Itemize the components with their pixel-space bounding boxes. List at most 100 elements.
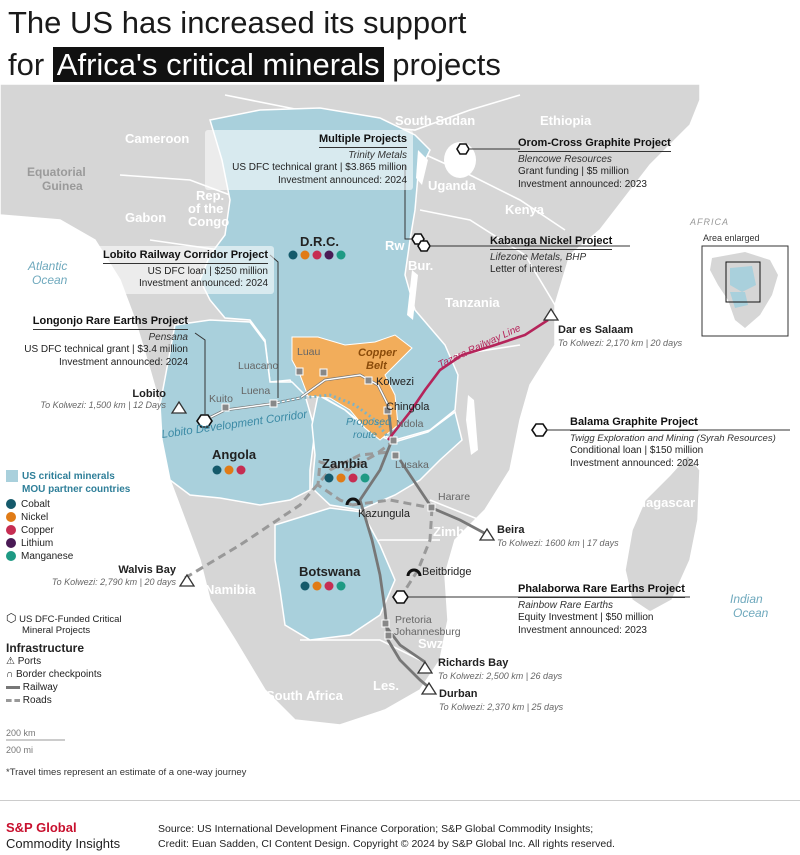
card-funding: Conditional loan | $150 million — [570, 445, 704, 456]
svg-text:Durban: Durban — [439, 688, 478, 700]
project-markers — [196, 143, 548, 604]
svg-text:Beitbridge: Beitbridge — [422, 566, 472, 578]
country-labels: South Sudan Ethiopia Somalia Cameroon Ug… — [125, 113, 758, 703]
legend-mineral-lithium: Lithium — [6, 537, 130, 550]
svg-text:Bur.: Bur. — [408, 258, 433, 273]
svg-text:200 mi: 200 mi — [6, 745, 33, 755]
svg-text:Rep.: Rep. — [196, 188, 224, 203]
title-line-2: for Africa's critical minerals projects — [8, 44, 788, 86]
card-company: Trinity Metals — [348, 149, 407, 161]
hex-lobito — [196, 414, 213, 428]
card-announced: Investment announced: 2024 — [59, 356, 188, 368]
svg-text:Swz.: Swz. — [418, 636, 447, 651]
svg-text:Madagascar: Madagascar — [620, 495, 695, 510]
card-title: Longonjo Rare Earths Project — [32, 315, 188, 330]
railway-icon — [6, 685, 20, 689]
partner-swatch — [6, 470, 18, 483]
card-title: Orom-Cross Graphite Project — [518, 137, 671, 152]
hex-phalaborwa — [392, 590, 409, 604]
svg-text:Tanzania: Tanzania — [445, 295, 500, 310]
brand-subtitle: Commodity Insights — [6, 836, 121, 851]
card-funding: US DFC technical grant | $3.4 million — [24, 344, 188, 355]
hexagon-icon: ⬡ — [6, 611, 17, 625]
svg-text:Zambia: Zambia — [322, 456, 368, 471]
manganese-swatch — [6, 551, 16, 562]
legend-infra-title: Infrastructure — [6, 641, 85, 655]
card-longonjo: Longonjo Rare Earths Project Pensana US … — [8, 315, 188, 369]
copper-swatch — [6, 525, 16, 536]
footnote: *Travel times represent an estimate of a… — [6, 767, 247, 778]
svg-text:To Kolwezi: 1,500 km | 12 Da: To Kolwezi: 1,500 km | 12 Days — [40, 400, 166, 410]
nickel-swatch — [6, 512, 16, 523]
svg-text:Chingola: Chingola — [386, 401, 430, 413]
legend-border: ∩ Border checkpoints — [6, 669, 102, 680]
proposed-route-line — [269, 393, 392, 441]
svg-text:To Kolwezi: 2,370 km | 25 da: To Kolwezi: 2,370 km | 25 days — [439, 702, 564, 712]
partner-labels: D.R.C. Angola Zambia Botswana — [212, 234, 368, 579]
svg-text:Rw: Rw — [385, 238, 405, 253]
card-title: Balama Graphite Project — [570, 416, 698, 431]
inset-map — [701, 245, 789, 337]
tazara-railway — [386, 318, 549, 441]
country-borders — [119, 94, 566, 661]
legend-dfc: ⬡ US DFC-Funded Critical Mineral Project… — [6, 611, 122, 636]
port-labels: Lobito To Kolwezi: 1,500 km | 12 Days Da… — [40, 324, 682, 712]
svg-text:Cameroon: Cameroon — [125, 131, 189, 146]
madagascar-shape — [624, 453, 701, 613]
card-title: Multiple Projects — [318, 133, 407, 148]
card-title: Kabanga Nickel Project — [490, 235, 613, 250]
title-highlight: Africa's critical minerals — [52, 47, 384, 82]
svg-text:Zimb.: Zimb. — [433, 524, 468, 539]
svg-text:Equatorial: Equatorial — [27, 165, 86, 179]
svg-text:of the: of the — [188, 201, 223, 216]
legend-mineral-cobalt: Cobalt — [6, 498, 130, 511]
card-balama: Balama Graphite Project Twigg Exploratio… — [570, 416, 795, 470]
inset-caption: Area enlarged — [703, 233, 760, 243]
card-funding: Grant funding | $5 million — [518, 166, 629, 177]
card-announced: Investment announced: 2024 — [570, 457, 699, 469]
legend-roads: Roads — [6, 694, 130, 707]
svg-text:D.R.C.: D.R.C. — [300, 234, 339, 249]
source-line: Source: US International Development Fin… — [158, 823, 594, 835]
card-announced: Investment announced: 2024 — [278, 174, 407, 186]
card-announced: Investment announced: 2023 — [518, 624, 647, 636]
inset-title: AFRICA — [689, 217, 729, 227]
svg-text:Lobito: Lobito — [132, 388, 166, 400]
svg-text:Kolwezi: Kolwezi — [376, 376, 414, 388]
svg-text:South Sudan: South Sudan — [395, 113, 475, 128]
legend-partner-line-1: US critical minerals — [22, 471, 115, 482]
svg-text:Kenya: Kenya — [505, 202, 545, 217]
svg-text:200 km: 200 km — [6, 728, 36, 738]
svg-text:Beira: Beira — [497, 524, 525, 536]
svg-text:Botswana: Botswana — [299, 564, 361, 579]
source-credit: Source: US International Development Fin… — [158, 822, 615, 852]
lobito-railway-highlight — [204, 374, 389, 421]
angola-shape — [159, 319, 316, 506]
card-announced: Investment announced: 2024 — [139, 278, 268, 289]
legend-partner-line-2: MOU partner countries — [22, 484, 131, 495]
svg-text:Les.: Les. — [373, 678, 399, 693]
card-company: Pensana — [148, 331, 188, 343]
copper-belt-label: Copper Belt — [358, 347, 397, 372]
card-multiple-projects: Multiple Projects Trinity Metals US DFC … — [205, 130, 413, 190]
mineral-dots — [212, 250, 370, 591]
svg-text:Uganda: Uganda — [428, 178, 476, 193]
svg-text:Atlantic: Atlantic — [27, 259, 67, 273]
card-company: Lifezone Metals, BHP — [490, 251, 587, 263]
legend-ports: ⚠ Ports — [6, 656, 42, 667]
scale-bar: 200 km 200 mi — [6, 728, 65, 755]
svg-text:Indian: Indian — [730, 592, 763, 606]
legend-mineral-nickel: Nickel — [6, 511, 130, 524]
svg-text:To Kolwezi: 2,500 km | 26 da: To Kolwezi: 2,500 km | 26 days — [438, 671, 563, 681]
legend-partner: US critical minerals MOU partner countri… — [6, 470, 130, 496]
svg-text:Angola: Angola — [212, 447, 257, 462]
ocean-labels: Atlantic Ocean Indian Ocean — [27, 259, 769, 620]
legend: US critical minerals MOU partner countri… — [6, 470, 130, 707]
card-company: Blencowe Resources — [518, 153, 612, 165]
cobalt-swatch — [6, 499, 16, 510]
lithium-swatch — [6, 538, 16, 549]
card-funding: Equity Investment | $50 million — [518, 612, 654, 623]
svg-text:Johannesburg: Johannesburg — [394, 626, 461, 638]
card-title: Phalaborwa Rare Earths Project — [518, 583, 685, 598]
svg-text:Ocean: Ocean — [733, 606, 769, 620]
